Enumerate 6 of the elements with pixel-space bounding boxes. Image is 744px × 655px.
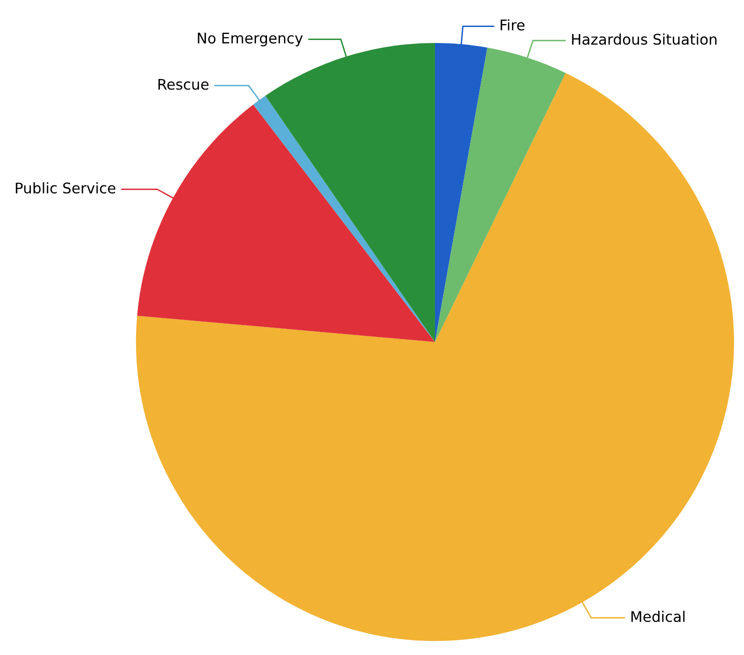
slice-label: Hazardous Situation [572,33,716,45]
slice-label: No Emergency [198,32,303,46]
slice-label: Fire [500,19,524,30]
slice-label: Medical [631,610,685,622]
slice-label: Rescue [158,78,209,90]
slice-label: Public Service [16,182,116,194]
